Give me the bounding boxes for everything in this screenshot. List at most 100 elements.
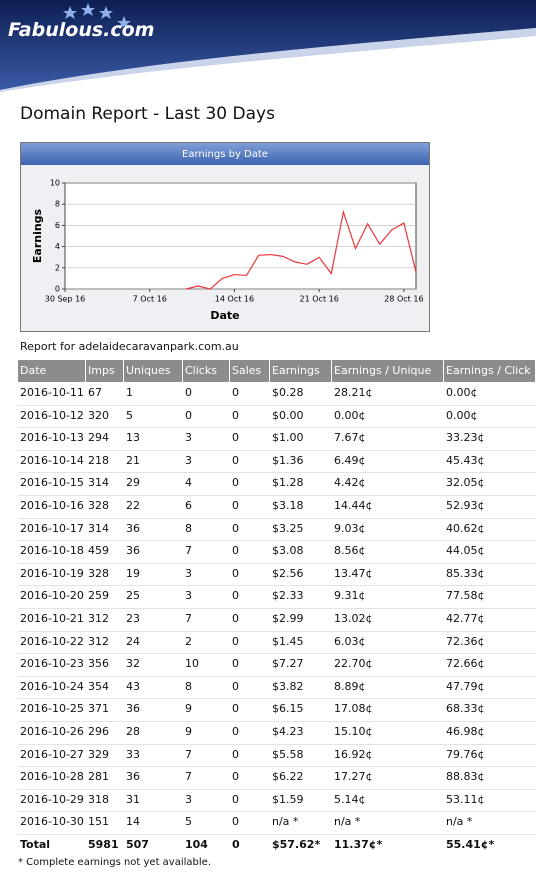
table-cell: 31 [126,792,140,806]
table-cell: 6.03¢ [334,634,366,648]
table-cell: n/a * [334,815,361,829]
table-cell: 22 [126,499,140,512]
table-cell: $3.82 [272,679,304,693]
table-cell: $6.15 [272,702,304,716]
column-header: Earnings / Unique [332,360,444,382]
table-cell: 2016-10-20 [20,589,84,603]
table-cell: 0 [232,792,239,806]
header-banner: Fabulous.com [0,0,536,92]
table-cell: 0 [232,634,239,648]
table-cell: $3.25 [272,521,304,535]
column-header: Earnings / Click [444,360,536,382]
total-cell: Total [20,838,51,851]
table-cell: $2.33 [272,589,304,603]
table-cell: 0 [232,657,239,671]
table-cell: 28 [126,725,140,738]
row-separator [18,721,536,722]
table-cell: $3.08 [272,544,304,558]
table-cell: 16.92¢ [334,747,373,761]
table-cell: 218 [88,453,109,467]
table-cell: 42.77¢ [446,612,485,625]
table-cell: 2016-10-29 [20,792,84,806]
table-cell: 36 [126,544,140,558]
table-cell: 52.93¢ [446,499,485,512]
table-cell: 5 [185,815,192,829]
row-separator [18,788,536,790]
row-separator [18,427,536,429]
x-tick-label: 21 Oct 16 [300,295,339,304]
x-tick-label: 14 Oct 16 [215,295,254,304]
table-cell: 36 [126,702,140,716]
table-cell: 25 [126,589,140,603]
table-cell: 7.67¢ [334,431,366,445]
table-cell: 4.42¢ [334,476,366,490]
table-cell: 33.23¢ [446,431,485,445]
table-cell: 3 [185,566,192,580]
table-cell: 0 [232,544,239,558]
table-cell: 19 [126,566,140,580]
table-cell: 77.58¢ [446,589,485,603]
table-cell: 320 [88,408,109,422]
x-tick-label: 28 Oct 16 [384,295,423,304]
table-cell: 7 [185,747,192,761]
chart: Earnings by Date Date Earnings 0 2 4 6 8 10 30… [20,142,430,332]
table-cell: 2016-10-18 [20,544,84,558]
table-cell: 67 [88,386,102,399]
total-cell: 507 [126,838,149,851]
table-cell: 7 [185,770,192,784]
table-cell: 2016-10-23 [20,657,84,671]
table-cell: $5.58 [272,747,304,761]
chart-title: Earnings by Date [182,149,268,160]
row-separator [18,811,536,813]
data-line [185,209,417,290]
table-cell: 2016-10-16 [20,499,84,512]
row-separator [18,449,536,451]
table-cell: 2016-10-24 [20,679,84,693]
table-cell: 0 [232,725,239,738]
column-header: Imps [86,360,124,382]
table-cell: 2016-10-13 [20,431,84,445]
table-cell: 3 [185,453,192,467]
table-cell: n/a * [446,815,473,829]
table-cell: 281 [88,770,109,784]
table-cell: 23 [126,612,140,625]
table-cell: 371 [88,702,109,716]
table-cell: 32 [126,657,140,671]
table-cell: 0 [232,521,239,535]
column-header: Uniques [124,360,183,382]
logo[interactable]: Fabulous.com [8,19,154,41]
table-cell: 8.89¢ [334,679,366,693]
table-cell: 0 [232,747,239,761]
table-cell: $7.27 [272,657,304,671]
total-cell: $57.62* [272,838,321,851]
table-cell: 356 [88,657,109,671]
table-cell: $6.22 [272,770,304,784]
table-cell: 151 [88,815,109,829]
table-cell: 3 [185,589,192,603]
y-tick-label: 6 [55,221,60,230]
table-cell: $0.00 [272,408,304,422]
table-cell: 312 [88,612,109,625]
table-cell: 9 [185,725,192,738]
table-cell: 2016-10-17 [20,521,84,535]
table-cell: 29 [126,476,140,490]
x-tick-label: 7 Oct 16 [133,295,167,304]
table-cell: 6 [185,499,192,512]
table-cell: 8 [185,679,192,693]
row-separator [18,472,536,474]
table-cell: 28.21¢ [334,386,373,399]
table-cell: $0.28 [272,386,304,399]
table-cell: 10 [185,657,199,671]
table-cell: 0 [232,431,239,445]
table-cell: 47.79¢ [446,679,485,693]
row-separator [18,608,536,609]
table-cell: 0 [232,499,239,512]
table-cell: 3 [185,431,192,445]
y-axis-label: Earnings [31,208,44,263]
table-cell: 328 [88,499,109,512]
table-cell: $1.28 [272,476,304,490]
table-cell: 45.43¢ [446,453,485,467]
table-cell: 7 [185,612,192,625]
table-cell: 72.36¢ [446,634,485,648]
